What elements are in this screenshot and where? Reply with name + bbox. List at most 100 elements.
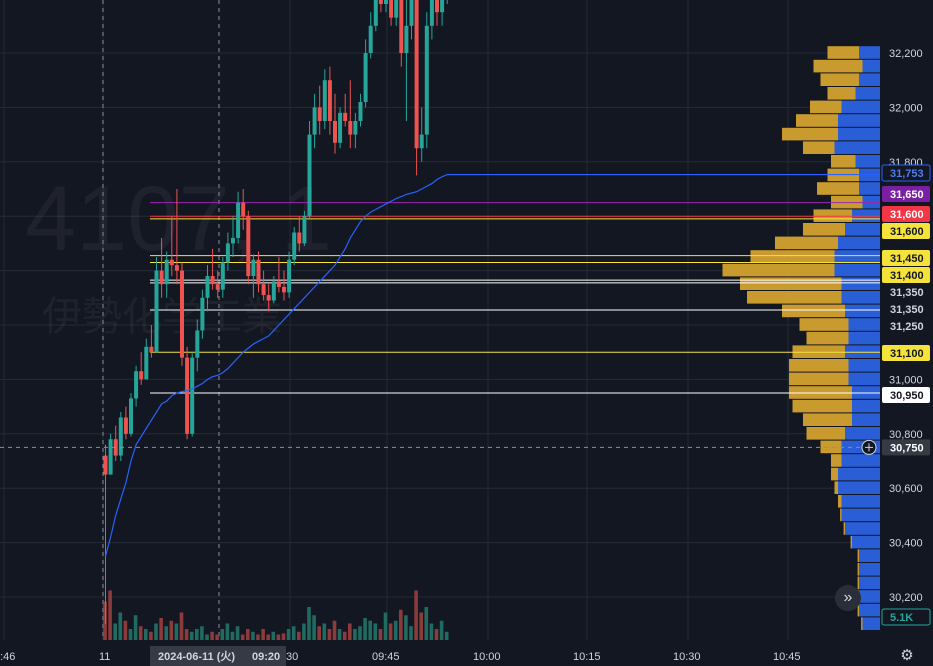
volume-bar [444,631,449,640]
profile-row-down [841,495,880,508]
profile-row-down [845,427,880,440]
scroll-to-realtime-button[interactable]: » [835,585,861,611]
candle-body [287,259,292,293]
volume-bar [348,623,352,640]
crosshair-time-partial: 30 [286,651,298,663]
crosshair-time-box [150,646,286,666]
double-chevron-right-icon: » [843,589,853,606]
volume-bar [317,626,321,640]
volume-bar [332,620,337,640]
volume-bar [414,590,418,640]
volume-bar [302,623,306,640]
profile-row-up [817,182,859,195]
price-line-label: 31,600 [882,223,930,239]
chart-settings-button[interactable]: ⚙ [897,646,917,666]
profile-row-up [806,331,849,345]
volume-bar [200,626,204,640]
candle-body [210,276,215,285]
svg-text:31,350: 31,350 [890,304,924,316]
candle-body [246,216,251,277]
volume-bar [159,618,163,640]
candle-body [333,121,337,143]
candle [271,276,276,304]
time-tick: 10:30 [673,651,701,663]
volume-bar [123,620,128,640]
svg-text:31,450: 31,450 [890,253,924,265]
candle [139,352,144,385]
candle [368,12,373,59]
candle-body [139,371,144,380]
volume-bar [388,623,393,640]
time-tick: 4:46 [0,651,15,663]
volume-bar [373,623,378,640]
volume-bar [363,618,367,640]
profile-row-up [857,576,859,590]
candle [134,365,139,407]
candle [251,254,256,298]
volume-bar [297,631,301,640]
candle-body [302,216,307,244]
candle-body [251,259,256,277]
volume-bar [266,634,270,640]
candle [241,189,246,230]
profile-row-up [820,440,842,454]
volume-bar [113,623,117,640]
candle [327,66,332,135]
candle [159,237,164,298]
volume-bar [307,607,311,640]
profile-row-up [782,304,845,318]
candle-body [429,0,434,26]
candle-body [343,112,348,121]
candle-body [440,0,445,13]
candle-body [368,25,373,53]
profile-row-up [792,399,852,413]
candle [333,93,337,154]
crosshair-time-label: 2024-06-11 (火) 09:20 30 [150,646,298,666]
profile-row-down [834,141,880,154]
candle-body [169,259,174,266]
price-line-label: 31,100 [882,345,930,361]
candle [317,85,322,135]
volume-bar [409,626,413,640]
profile-row-up [740,277,842,290]
candle-body [231,237,235,244]
profile-row-up [747,291,842,304]
volume-bar [393,620,398,640]
price-line-label: 31,350 [882,301,930,317]
candle [174,189,179,285]
candle-body [409,0,414,26]
candle [353,112,358,149]
candle-body [134,371,139,399]
profile-row-up [857,603,859,617]
volume-bar [225,623,230,640]
candle [348,80,353,149]
candle-body [108,439,113,475]
candle [220,257,225,298]
profile-row-down [859,46,880,59]
price-tick: 30,600 [889,483,923,495]
volume-bar [353,629,357,640]
volume-bar [383,612,388,640]
volume-bar [368,620,372,640]
profile-row-up [803,413,852,426]
profile-row-up [843,522,845,535]
time-tick: 10:00 [473,651,501,663]
profile-row-down [848,359,880,372]
candle [297,216,302,252]
time-tick: 10:45 [773,651,801,663]
candle [440,0,445,26]
volume-bar [144,629,148,640]
volume-bar [133,615,138,640]
profile-row-down [855,87,880,100]
time-tick: 10:15 [573,651,601,663]
candle [129,393,133,437]
candle-body [384,0,388,5]
time-axis-ticks: 4:46 11 09:45 10:00 10:15 10:30 10:45 [0,651,801,663]
profile-row-down [859,563,880,576]
price-axis-labels: 31,650 31,600 31,600 31,450 31,400 31,350 31,3… [881,164,931,626]
profile-row-up [799,318,849,331]
candle [282,270,286,301]
profile-row-down [841,291,880,304]
candle-body [378,0,383,5]
